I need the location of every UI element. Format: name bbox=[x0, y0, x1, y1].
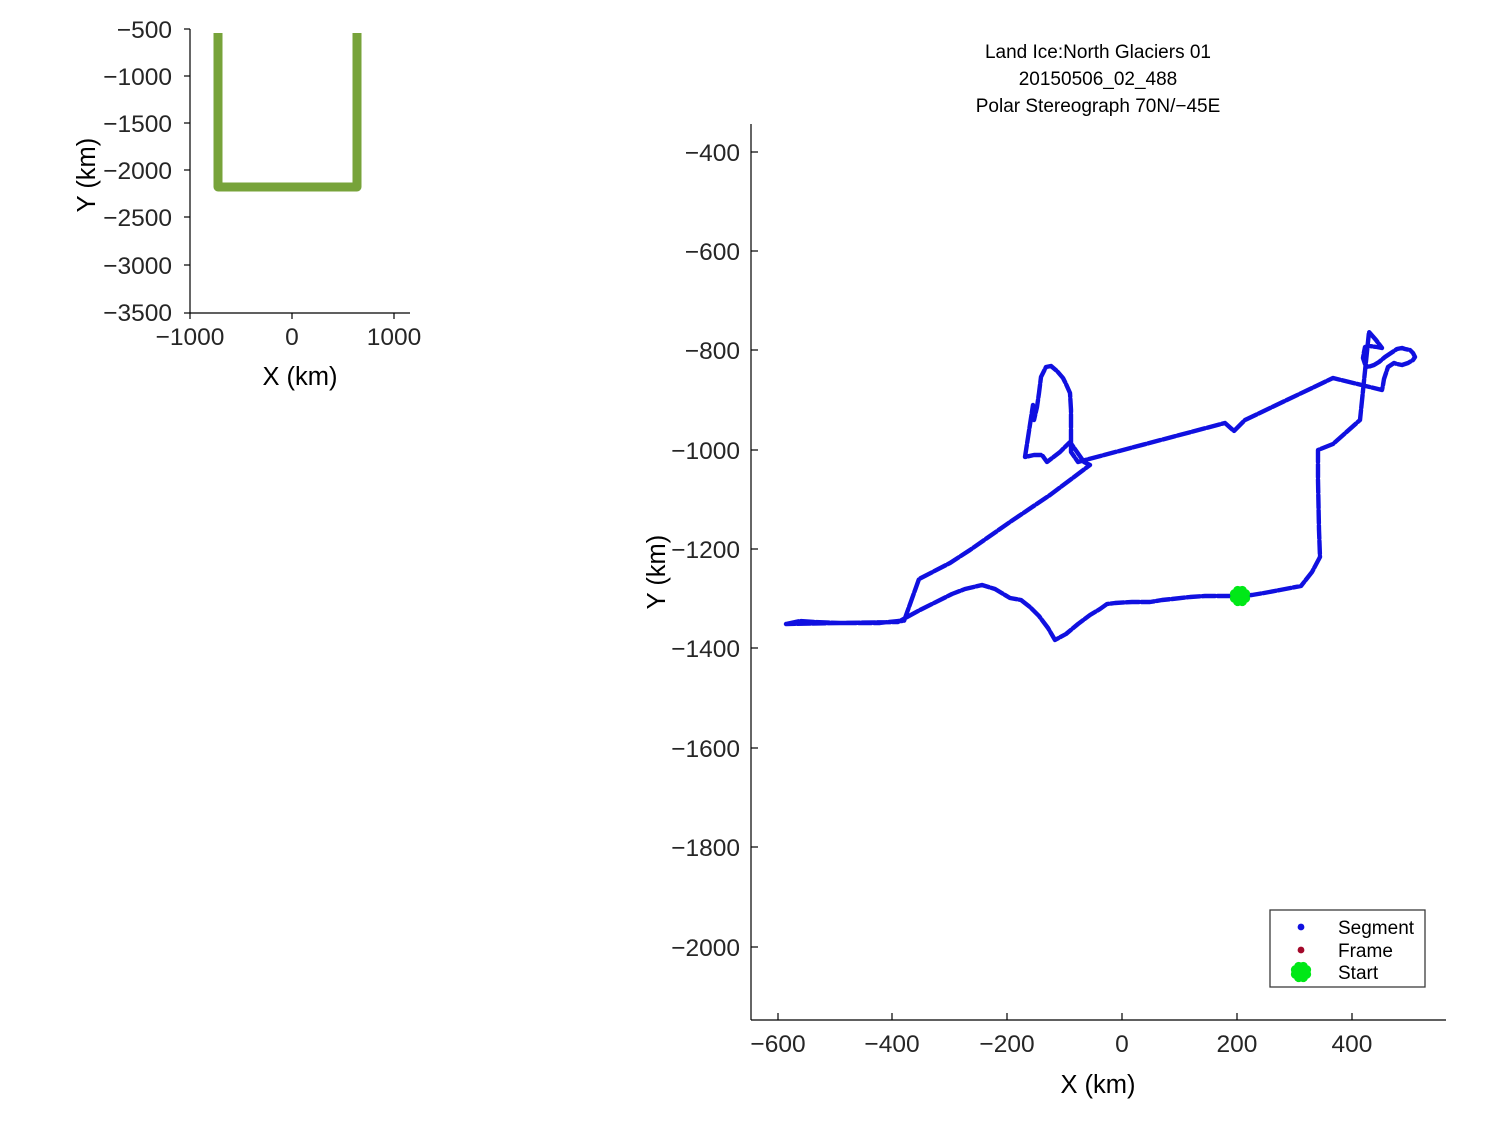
svg-text:Y (km): Y (km) bbox=[73, 138, 101, 213]
svg-text:−600: −600 bbox=[685, 239, 740, 266]
svg-text:0: 0 bbox=[1115, 1031, 1129, 1058]
svg-text:−3000: −3000 bbox=[103, 253, 172, 280]
svg-text:−200: −200 bbox=[979, 1031, 1034, 1058]
svg-text:Polar Stereograph 70N/−45E: Polar Stereograph 70N/−45E bbox=[976, 96, 1221, 117]
svg-text:X (km): X (km) bbox=[1060, 1071, 1135, 1099]
svg-text:Segment: Segment bbox=[1338, 918, 1415, 939]
svg-text:−1800: −1800 bbox=[671, 835, 740, 862]
svg-text:20150506_02_488: 20150506_02_488 bbox=[1019, 69, 1178, 90]
svg-text:Frame: Frame bbox=[1338, 941, 1393, 962]
svg-text:−2000: −2000 bbox=[103, 158, 172, 185]
svg-text:−500: −500 bbox=[117, 17, 172, 44]
svg-text:400: 400 bbox=[1332, 1031, 1373, 1058]
svg-text:X (km): X (km) bbox=[262, 363, 337, 391]
svg-text:Y (km): Y (km) bbox=[643, 535, 671, 610]
svg-text:−800: −800 bbox=[685, 338, 740, 365]
svg-text:−3500: −3500 bbox=[103, 300, 172, 327]
svg-text:−1200: −1200 bbox=[671, 537, 740, 564]
svg-text:−1500: −1500 bbox=[103, 111, 172, 138]
svg-text:−2000: −2000 bbox=[671, 935, 740, 962]
svg-text:−400: −400 bbox=[864, 1031, 919, 1058]
svg-text:−1000: −1000 bbox=[671, 438, 740, 465]
svg-text:−2500: −2500 bbox=[103, 205, 172, 232]
svg-text:−600: −600 bbox=[750, 1031, 805, 1058]
svg-text:−1000: −1000 bbox=[156, 324, 225, 351]
svg-text:−1400: −1400 bbox=[671, 636, 740, 663]
svg-text:0: 0 bbox=[285, 324, 299, 351]
svg-text:Land Ice:North Glaciers 01: Land Ice:North Glaciers 01 bbox=[985, 42, 1211, 63]
svg-text:1000: 1000 bbox=[367, 324, 422, 351]
svg-text:Start: Start bbox=[1338, 963, 1379, 984]
svg-text:200: 200 bbox=[1217, 1031, 1258, 1058]
svg-text:−1000: −1000 bbox=[103, 64, 172, 91]
svg-text:−400: −400 bbox=[685, 140, 740, 167]
svg-text:−1600: −1600 bbox=[671, 736, 740, 763]
